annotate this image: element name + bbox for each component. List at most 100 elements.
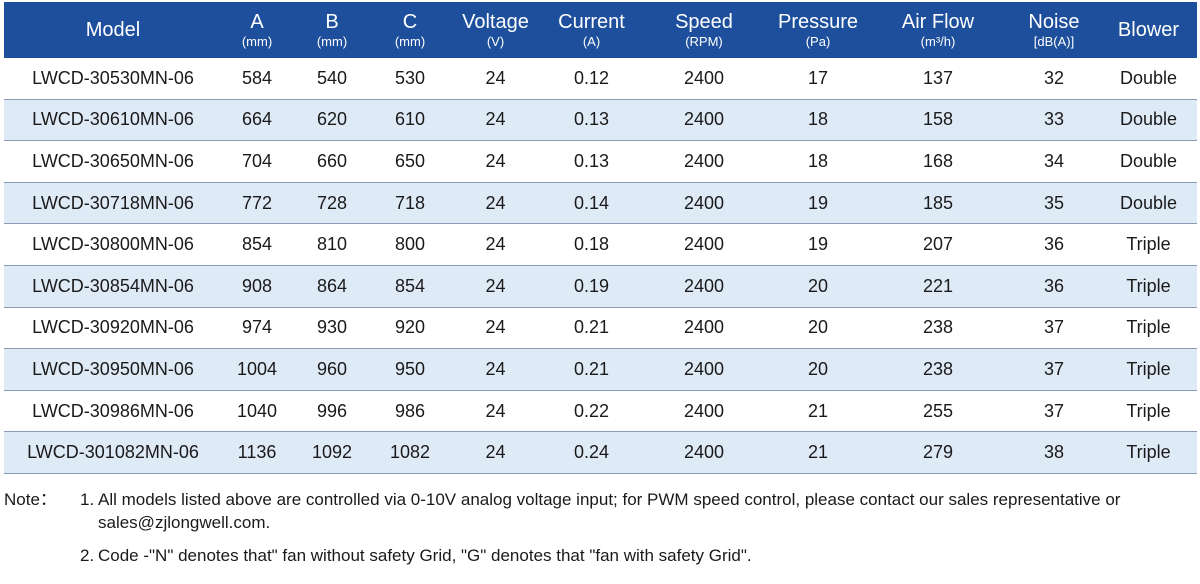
table-cell: Double	[1100, 182, 1197, 225]
table-cell: Double	[1100, 99, 1197, 142]
model-cell: LWCD-30986MN-06	[4, 390, 222, 433]
table-cell: 0.13	[543, 140, 640, 183]
table-cell: 930	[292, 307, 372, 350]
table-cell: 718	[372, 182, 448, 225]
table-cell: 20	[768, 265, 868, 308]
table-row: LWCD-30920MN-06 974 930 920 24 0.21 2400 20 238 3…	[4, 307, 1197, 350]
table-cell: Triple	[1100, 265, 1197, 308]
model-cell: LWCD-30718MN-06	[4, 182, 222, 225]
table-cell: 2400	[640, 390, 768, 433]
table-cell: 650	[372, 140, 448, 183]
column-header-label: Blower	[1117, 18, 1180, 41]
column-header-label: B	[325, 10, 339, 33]
column-header-label: Speed	[675, 10, 733, 33]
table-cell: 950	[372, 348, 448, 391]
table-cell: 620	[292, 99, 372, 142]
table-cell: 2400	[640, 431, 768, 474]
table-row: LWCD-30530MN-06 584 540 530 24 0.12 2400 17 137 3…	[4, 58, 1197, 100]
table-cell: 238	[868, 348, 1008, 391]
column-header-unit: (mm)	[316, 33, 348, 49]
table-row: LWCD-30718MN-06 772 728 718 24 0.14 2400 19 185 3…	[4, 182, 1197, 225]
column-header-label: C	[402, 10, 418, 33]
table-cell: Double	[1100, 140, 1197, 183]
table-cell: 38	[1008, 431, 1100, 474]
table-cell: 800	[372, 223, 448, 266]
table-cell: Triple	[1100, 348, 1197, 391]
table-cell: 974	[222, 307, 292, 350]
model-cell: LWCD-30530MN-06	[4, 58, 222, 100]
table-cell: 704	[222, 140, 292, 183]
column-header-unit: (m³/h)	[920, 33, 956, 49]
table-cell: 0.18	[543, 223, 640, 266]
table-cell: 584	[222, 58, 292, 100]
table-cell: 37	[1008, 390, 1100, 433]
column-header-unit: (mm)	[394, 33, 426, 49]
table-header: Model A (mm) B (mm) C (mm) Voltage (V) Current (A)…	[4, 2, 1197, 58]
table-cell: 24	[448, 58, 543, 100]
spec-table: Model A (mm) B (mm) C (mm) Voltage (V) Current (A)…	[4, 2, 1197, 474]
table-cell: 24	[448, 390, 543, 433]
model-cell: LWCD-30950MN-06	[4, 348, 222, 391]
table-cell: 24	[448, 182, 543, 225]
table-cell: 20	[768, 348, 868, 391]
notes-section: Note： 1. All models listed above are con…	[4, 488, 1196, 567]
column-header-label: Model	[85, 18, 141, 41]
table-cell: 2400	[640, 223, 768, 266]
table-cell: 1082	[372, 431, 448, 474]
table-cell: 2400	[640, 58, 768, 100]
note-2-number: 2.	[80, 546, 95, 565]
column-header-label: Current	[558, 10, 625, 33]
table-cell: 238	[868, 307, 1008, 350]
table-cell: 1004	[222, 348, 292, 391]
column-header-pressure: Pressure (Pa)	[768, 2, 868, 58]
column-header-unit: (A)	[582, 33, 601, 49]
table-cell: 854	[222, 223, 292, 266]
column-header-speed: Speed (RPM)	[640, 2, 768, 58]
table-cell: 960	[292, 348, 372, 391]
table-cell: 1136	[222, 431, 292, 474]
table-row: LWCD-30610MN-06 664 620 610 24 0.13 2400 18 158 3…	[4, 99, 1197, 142]
column-header-unit: (Pa)	[805, 33, 831, 49]
table-cell: 0.14	[543, 182, 640, 225]
table-cell: 1040	[222, 390, 292, 433]
table-cell: 2400	[640, 182, 768, 225]
table-cell: 0.12	[543, 58, 640, 100]
table-cell: 33	[1008, 99, 1100, 142]
table-cell: 19	[768, 182, 868, 225]
table-cell: 728	[292, 182, 372, 225]
note-2: 2. Code -"N" denotes that" fan without s…	[4, 544, 1196, 567]
column-header-c: C (mm)	[372, 2, 448, 58]
table-cell: 279	[868, 431, 1008, 474]
table-cell: Triple	[1100, 390, 1197, 433]
column-header-a: A (mm)	[222, 2, 292, 58]
table-cell: 37	[1008, 348, 1100, 391]
table-cell: 920	[372, 307, 448, 350]
column-header-air-flow: Air Flow (m³/h)	[868, 2, 1008, 58]
table-cell: 772	[222, 182, 292, 225]
table-cell: 37	[1008, 307, 1100, 350]
table-cell: 36	[1008, 223, 1100, 266]
table-cell: 32	[1008, 58, 1100, 100]
table-cell: 20	[768, 307, 868, 350]
model-cell: LWCD-30610MN-06	[4, 99, 222, 142]
table-cell: 0.21	[543, 307, 640, 350]
table-cell: 908	[222, 265, 292, 308]
table-row: LWCD-301082MN-06 1136 1092 1082 24 0.24 2400 21…	[4, 431, 1197, 474]
table-cell: Triple	[1100, 307, 1197, 350]
table-cell: 610	[372, 99, 448, 142]
column-header-voltage: Voltage (V)	[448, 2, 543, 58]
table-cell: 24	[448, 348, 543, 391]
table-cell: 0.22	[543, 390, 640, 433]
table-cell: 24	[448, 223, 543, 266]
model-cell: LWCD-301082MN-06	[4, 431, 222, 474]
table-cell: 24	[448, 140, 543, 183]
table-row: LWCD-30950MN-06 1004 960 950 24 0.21 2400 20 238…	[4, 348, 1197, 391]
table-cell: 185	[868, 182, 1008, 225]
model-cell: LWCD-30920MN-06	[4, 307, 222, 350]
table-cell: 2400	[640, 99, 768, 142]
column-header-label: Noise	[1028, 10, 1080, 33]
table-cell: 18	[768, 99, 868, 142]
table-cell: 24	[448, 265, 543, 308]
table-cell: 221	[868, 265, 1008, 308]
table-cell: 35	[1008, 182, 1100, 225]
